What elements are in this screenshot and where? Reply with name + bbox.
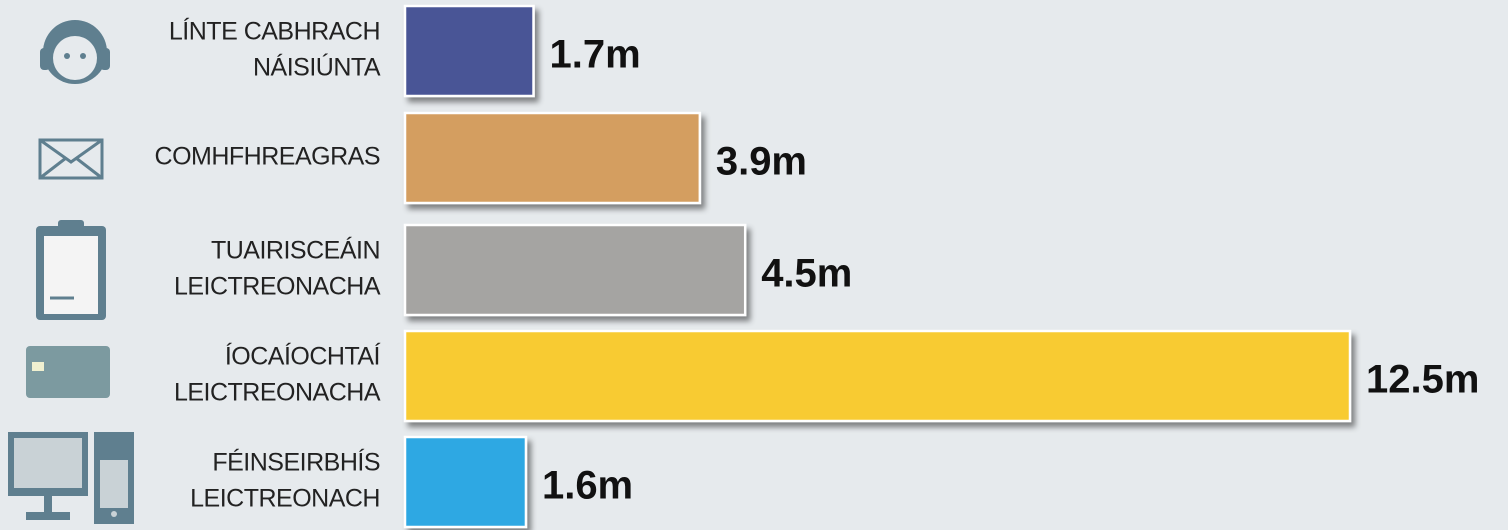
- category-label: COMHFHREAGRAS: [155, 143, 380, 171]
- value-label: 4.5m: [761, 252, 852, 296]
- bar: [403, 4, 535, 98]
- category-label: LEICTREONACHA: [174, 273, 381, 301]
- clipboard-icon: [36, 220, 106, 320]
- value-label: 1.7m: [550, 33, 641, 77]
- category-label: FÉINSEIRBHÍS: [212, 448, 380, 477]
- bar: [403, 435, 528, 529]
- category-label: LEICTREONACH: [190, 485, 380, 513]
- category-label: TUAIRISCEÁIN: [211, 236, 380, 265]
- category-label: ÍOCAÍOCHTAÍ: [225, 342, 381, 371]
- value-label: 3.9m: [716, 140, 807, 184]
- value-label: 12.5m: [1366, 358, 1479, 402]
- bar: [403, 223, 747, 317]
- value-label: 1.6m: [542, 464, 633, 508]
- bar: [403, 329, 1352, 423]
- bar: [403, 111, 702, 205]
- category-label: LEICTREONACHA: [174, 379, 381, 407]
- category-label: NÁISIÚNTA: [253, 53, 381, 82]
- envelope-icon: [38, 138, 104, 180]
- headset-icon: [40, 20, 110, 84]
- computer-icon: [8, 432, 134, 524]
- card-icon: [26, 346, 110, 398]
- category-label: LÍNTE CABHRACH: [169, 17, 380, 46]
